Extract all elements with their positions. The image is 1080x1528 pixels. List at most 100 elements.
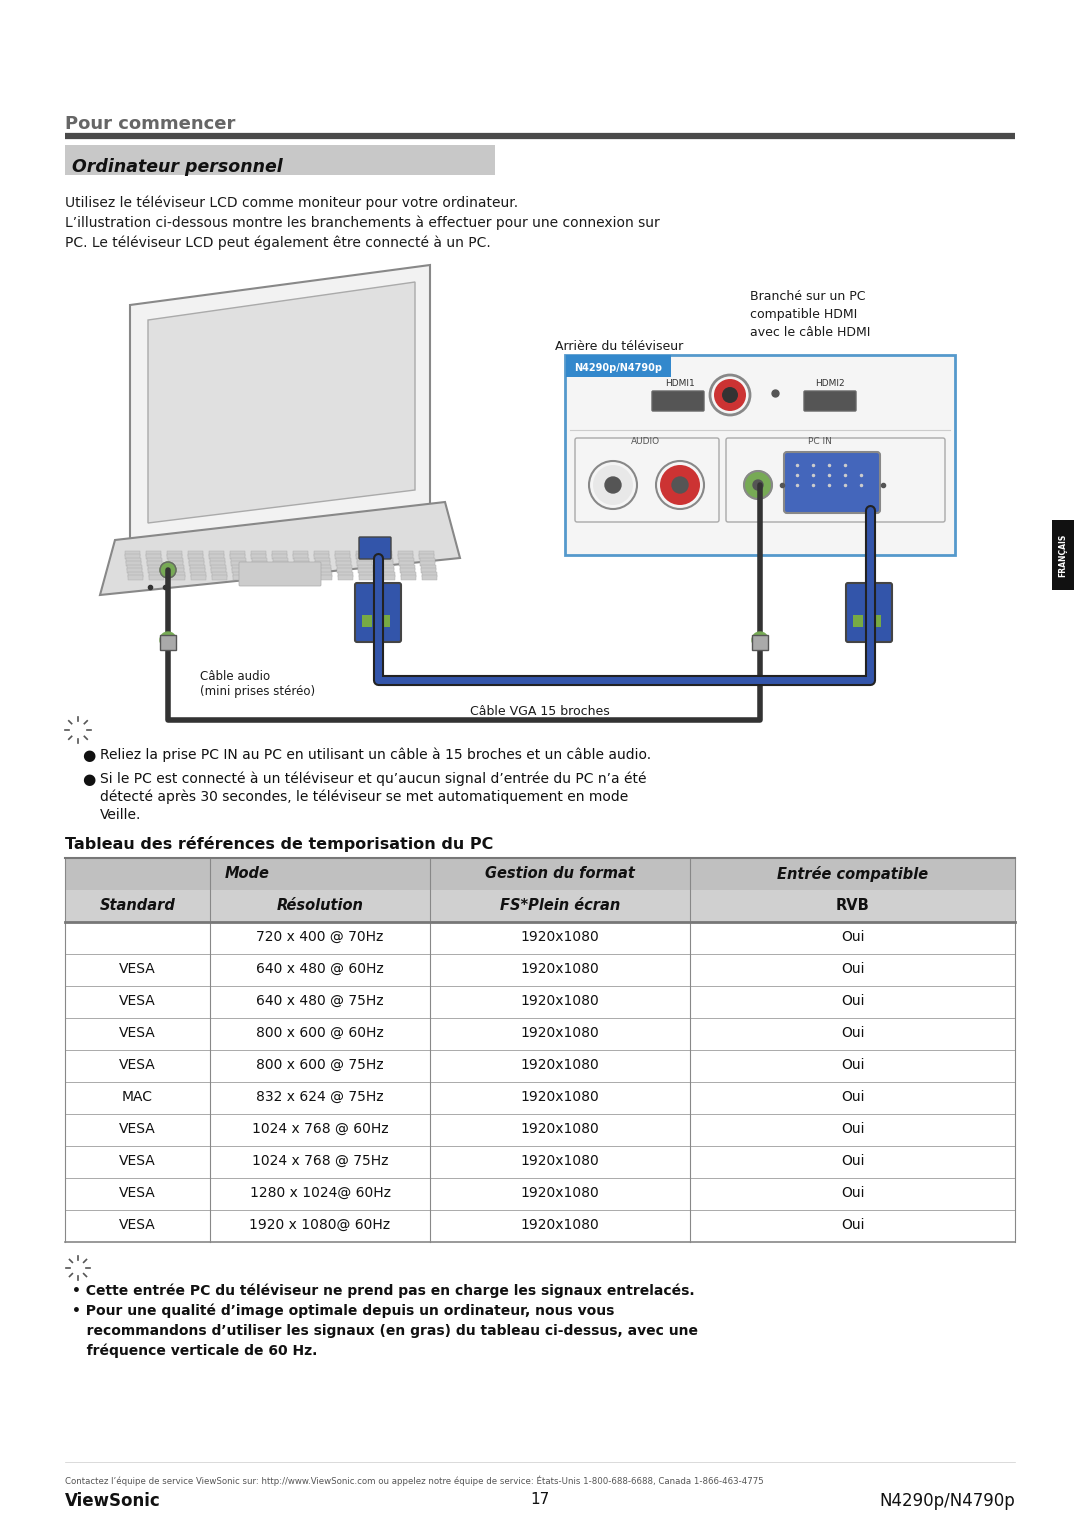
Text: PC. Le téléviseur LCD peut également être connecté à un PC.: PC. Le téléviseur LCD peut également êtr… xyxy=(65,235,490,249)
Text: Entrée compatible: Entrée compatible xyxy=(777,866,928,882)
FancyBboxPatch shape xyxy=(399,555,413,559)
FancyBboxPatch shape xyxy=(272,555,287,559)
FancyBboxPatch shape xyxy=(147,561,162,565)
Text: N4290p/N4790p: N4290p/N4790p xyxy=(573,364,662,373)
FancyBboxPatch shape xyxy=(315,564,330,570)
FancyBboxPatch shape xyxy=(146,550,161,556)
Text: RVB: RVB xyxy=(836,898,869,914)
FancyBboxPatch shape xyxy=(356,558,372,562)
FancyBboxPatch shape xyxy=(125,558,140,562)
Circle shape xyxy=(593,465,633,504)
Text: VESA: VESA xyxy=(119,1057,156,1073)
FancyBboxPatch shape xyxy=(378,564,393,570)
Circle shape xyxy=(714,379,746,411)
Text: 640 x 480 @ 60Hz: 640 x 480 @ 60Hz xyxy=(256,963,383,976)
Polygon shape xyxy=(148,283,415,523)
Text: (mini prises stéréo): (mini prises stéréo) xyxy=(200,685,315,698)
Text: Ordinateur personnel: Ordinateur personnel xyxy=(72,157,283,176)
Text: recommandons d’utiliser les signaux (en gras) du tableau ci-dessus, avec une: recommandons d’utiliser les signaux (en … xyxy=(72,1323,698,1339)
FancyBboxPatch shape xyxy=(379,568,394,573)
FancyBboxPatch shape xyxy=(337,568,352,573)
FancyBboxPatch shape xyxy=(65,859,1015,889)
FancyBboxPatch shape xyxy=(166,550,181,556)
FancyBboxPatch shape xyxy=(359,536,391,559)
Text: 1920x1080: 1920x1080 xyxy=(521,1218,599,1232)
FancyBboxPatch shape xyxy=(229,550,244,556)
Text: 17: 17 xyxy=(530,1491,550,1507)
FancyBboxPatch shape xyxy=(212,571,227,576)
FancyBboxPatch shape xyxy=(124,550,139,556)
Text: N4290p/N4790p: N4290p/N4790p xyxy=(879,1491,1015,1510)
FancyBboxPatch shape xyxy=(251,555,266,559)
FancyBboxPatch shape xyxy=(160,636,176,649)
FancyBboxPatch shape xyxy=(149,571,163,576)
FancyBboxPatch shape xyxy=(190,568,205,573)
FancyBboxPatch shape xyxy=(355,584,401,642)
Text: HDMI1: HDMI1 xyxy=(665,379,694,388)
FancyBboxPatch shape xyxy=(168,564,184,570)
FancyBboxPatch shape xyxy=(190,571,205,576)
Text: Utilisez le téléviseur LCD comme moniteur pour votre ordinateur.: Utilisez le téléviseur LCD comme moniteu… xyxy=(65,196,518,209)
FancyBboxPatch shape xyxy=(233,575,248,581)
FancyBboxPatch shape xyxy=(274,571,289,576)
FancyBboxPatch shape xyxy=(335,550,350,556)
Circle shape xyxy=(660,465,700,504)
FancyBboxPatch shape xyxy=(293,555,308,559)
FancyBboxPatch shape xyxy=(316,571,332,576)
Polygon shape xyxy=(100,503,460,594)
Text: Standard: Standard xyxy=(99,898,175,914)
FancyBboxPatch shape xyxy=(126,561,141,565)
FancyBboxPatch shape xyxy=(254,575,269,581)
FancyBboxPatch shape xyxy=(251,550,266,556)
FancyBboxPatch shape xyxy=(752,636,768,649)
Circle shape xyxy=(744,471,772,500)
FancyBboxPatch shape xyxy=(168,568,184,573)
FancyBboxPatch shape xyxy=(210,555,224,559)
FancyBboxPatch shape xyxy=(167,555,183,559)
Text: Oui: Oui xyxy=(840,1122,864,1135)
FancyBboxPatch shape xyxy=(272,558,287,562)
FancyBboxPatch shape xyxy=(188,550,203,556)
Text: ViewSonic: ViewSonic xyxy=(65,1491,161,1510)
FancyBboxPatch shape xyxy=(314,558,329,562)
Text: Oui: Oui xyxy=(840,1057,864,1073)
FancyBboxPatch shape xyxy=(357,568,373,573)
Text: 800 x 600 @ 75Hz: 800 x 600 @ 75Hz xyxy=(256,1057,383,1073)
FancyBboxPatch shape xyxy=(252,558,267,562)
FancyBboxPatch shape xyxy=(253,568,268,573)
Text: PC IN: PC IN xyxy=(808,437,832,446)
Text: Veille.: Veille. xyxy=(100,808,141,822)
FancyBboxPatch shape xyxy=(231,564,246,570)
FancyBboxPatch shape xyxy=(149,575,164,581)
FancyBboxPatch shape xyxy=(356,555,372,559)
FancyBboxPatch shape xyxy=(191,575,206,581)
Text: Oui: Oui xyxy=(840,1025,864,1041)
FancyBboxPatch shape xyxy=(357,561,372,565)
Text: 720 x 400 @ 70Hz: 720 x 400 @ 70Hz xyxy=(256,931,383,944)
FancyBboxPatch shape xyxy=(420,564,435,570)
FancyBboxPatch shape xyxy=(318,575,332,581)
FancyBboxPatch shape xyxy=(380,575,395,581)
FancyBboxPatch shape xyxy=(189,564,204,570)
FancyBboxPatch shape xyxy=(170,575,185,581)
FancyBboxPatch shape xyxy=(126,564,141,570)
FancyBboxPatch shape xyxy=(65,889,1015,921)
FancyBboxPatch shape xyxy=(419,550,433,556)
Text: FS*Plein écran: FS*Plein écran xyxy=(500,898,620,914)
Text: 1920x1080: 1920x1080 xyxy=(521,1154,599,1167)
FancyBboxPatch shape xyxy=(274,568,289,573)
Text: Tableau des références de temporisation du PC: Tableau des références de temporisation … xyxy=(65,836,494,853)
FancyBboxPatch shape xyxy=(168,561,183,565)
FancyBboxPatch shape xyxy=(378,558,392,562)
FancyBboxPatch shape xyxy=(380,614,390,626)
FancyBboxPatch shape xyxy=(212,575,227,581)
FancyBboxPatch shape xyxy=(853,614,863,626)
FancyBboxPatch shape xyxy=(565,354,955,555)
FancyBboxPatch shape xyxy=(252,561,267,565)
FancyBboxPatch shape xyxy=(296,571,311,576)
FancyBboxPatch shape xyxy=(566,354,671,377)
Text: 1920x1080: 1920x1080 xyxy=(521,1186,599,1199)
Text: VESA: VESA xyxy=(119,1218,156,1232)
FancyBboxPatch shape xyxy=(362,614,372,626)
FancyBboxPatch shape xyxy=(275,575,291,581)
